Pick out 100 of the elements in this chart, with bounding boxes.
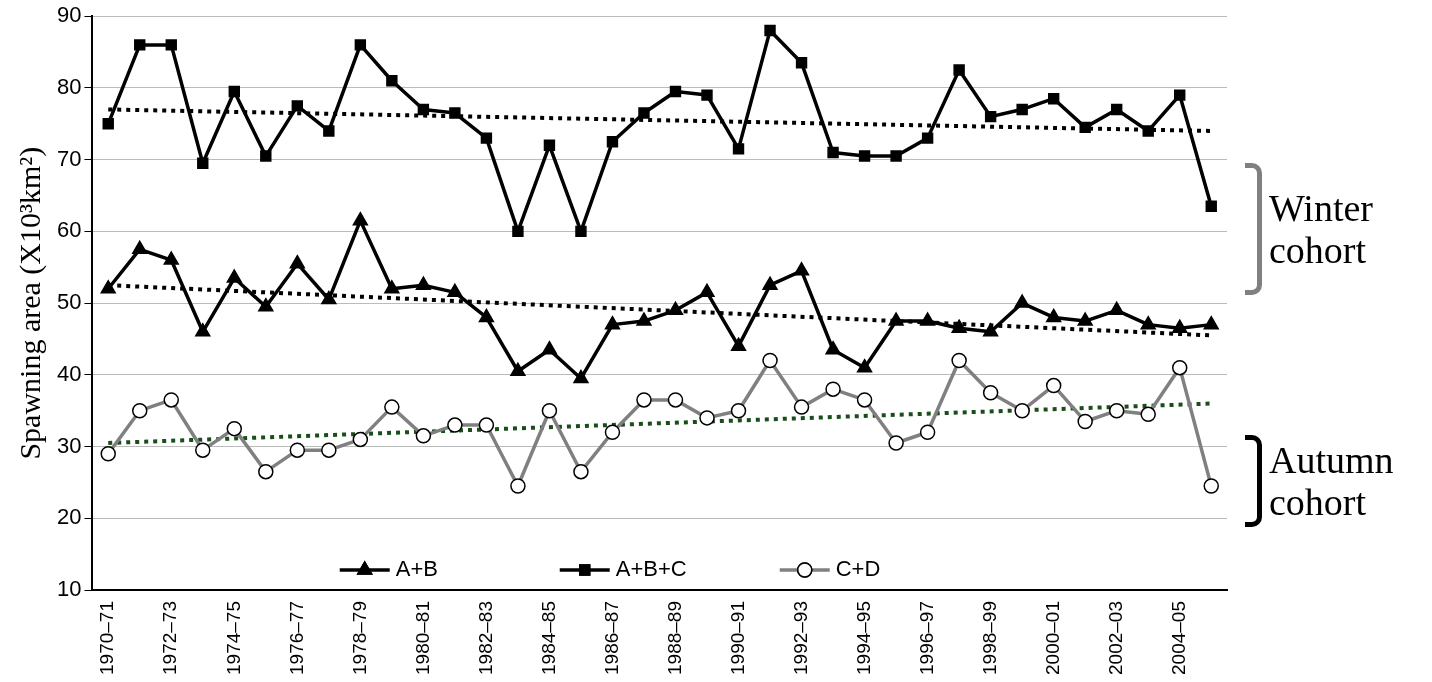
point <box>197 157 209 169</box>
point <box>793 262 810 276</box>
x-tick-label: 1984–85 <box>537 601 559 675</box>
point <box>638 107 650 119</box>
x-tick-label: 1982–83 <box>474 601 496 675</box>
legend-label: C+D <box>835 556 881 582</box>
point <box>354 39 367 51</box>
point <box>1140 315 1156 330</box>
point <box>1077 312 1093 326</box>
point <box>195 323 211 337</box>
point <box>984 110 997 123</box>
point <box>289 254 305 269</box>
point <box>1111 103 1123 116</box>
point <box>1174 89 1186 101</box>
point <box>228 85 240 98</box>
point <box>165 39 177 51</box>
point <box>1045 308 1062 323</box>
point <box>447 283 463 298</box>
x-tick-label: 1992–93 <box>789 601 811 675</box>
x-tick-label: 1996–97 <box>915 601 937 675</box>
x-tick-label: 1998–99 <box>978 601 1000 675</box>
point <box>1142 125 1154 137</box>
point <box>795 57 808 69</box>
point <box>575 225 587 238</box>
point <box>699 283 715 298</box>
point <box>480 132 493 144</box>
x-tick-label: 1994–95 <box>852 601 874 675</box>
y-tick-label: 90 <box>56 2 82 28</box>
point <box>478 308 495 323</box>
point <box>132 240 148 255</box>
point <box>510 362 526 377</box>
y-tick-label: 50 <box>56 289 82 315</box>
point <box>226 269 242 283</box>
point <box>1109 301 1125 316</box>
point <box>730 337 747 351</box>
point <box>321 290 337 305</box>
y-tick-label: 10 <box>56 576 82 602</box>
y-axis-title: Spawning area (X10³km²) <box>12 146 47 460</box>
point <box>856 358 873 373</box>
y-tick-label: 40 <box>56 360 82 386</box>
x-tick-label: 1980–81 <box>411 601 433 675</box>
x-tick-label: 1974–75 <box>222 601 244 675</box>
point <box>1205 200 1217 212</box>
point <box>890 150 902 162</box>
x-tick-label: 1990–91 <box>726 601 748 675</box>
point <box>858 150 871 162</box>
point <box>1079 121 1091 134</box>
point <box>667 301 684 316</box>
text: Autumn cohort <box>1269 439 1395 523</box>
point <box>291 100 304 112</box>
point <box>636 312 652 326</box>
point <box>921 132 934 144</box>
point <box>541 340 558 355</box>
point <box>384 280 400 294</box>
point <box>100 280 116 294</box>
point <box>825 340 841 355</box>
point <box>449 107 461 119</box>
legend-label: A+B+C <box>615 556 687 582</box>
point <box>352 211 369 226</box>
y-tick-label: 80 <box>56 73 82 99</box>
x-tick-label: 2002–03 <box>1104 601 1126 675</box>
x-tick-label: 1972–73 <box>159 601 181 675</box>
point <box>669 85 682 98</box>
point <box>573 369 589 384</box>
point <box>102 118 114 130</box>
x-tick-label: 1978–79 <box>348 601 370 675</box>
point <box>415 276 432 290</box>
y-tick-label: 30 <box>56 432 82 458</box>
text: Winter cohort <box>1269 186 1374 271</box>
x-tick-label: 1988–89 <box>663 601 685 675</box>
point <box>606 136 619 148</box>
point <box>604 315 621 330</box>
point <box>1014 294 1030 308</box>
point <box>701 89 713 101</box>
point <box>1016 103 1028 116</box>
point <box>543 139 556 152</box>
point <box>163 251 179 265</box>
y-tick-label: 60 <box>56 217 82 243</box>
point <box>260 150 272 162</box>
point <box>386 75 398 87</box>
point <box>1047 92 1060 105</box>
x-tick-label: 1976–77 <box>285 601 307 675</box>
point <box>732 143 745 155</box>
point <box>1172 319 1188 333</box>
point <box>417 103 430 116</box>
point <box>762 276 778 290</box>
point <box>764 24 776 37</box>
point <box>888 312 904 326</box>
point <box>134 39 146 51</box>
point <box>1203 315 1219 330</box>
x-tick-label: 2004–05 <box>1167 601 1189 675</box>
y-tick-label: 70 <box>56 145 82 171</box>
point <box>982 323 999 337</box>
point <box>323 125 335 137</box>
x-tick-label: 1986–87 <box>600 601 622 675</box>
point <box>827 146 839 159</box>
point <box>919 312 936 326</box>
y-tick-label: 20 <box>56 504 82 530</box>
x-tick-label: 2000–01 <box>1041 601 1063 675</box>
legend-label: A+B <box>395 556 438 582</box>
